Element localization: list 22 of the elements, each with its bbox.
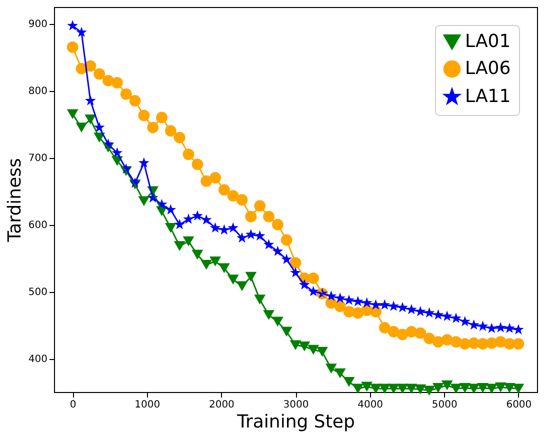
x-tick-label: 5000 — [432, 400, 458, 410]
y-tick-label: 800 — [28, 86, 48, 98]
y-tick-label: 700 — [28, 153, 48, 164]
y-tick-label: 400 — [28, 354, 48, 366]
point — [66, 41, 78, 53]
x-tick-label: 0 — [70, 400, 76, 410]
legend-label: LA06 — [465, 58, 511, 79]
point — [66, 109, 78, 120]
x-tick-label: 6000 — [506, 400, 532, 410]
legend-label: LA11 — [465, 86, 511, 107]
x-axis-title: Training Step — [236, 412, 355, 432]
x-tick-label: 3000 — [283, 400, 309, 410]
point — [512, 384, 524, 394]
y-tick-label: 900 — [28, 19, 48, 30]
legend-label: LA01 — [465, 31, 511, 52]
y-axis-title: Tardiness — [4, 158, 26, 243]
x-tick-label: 4000 — [358, 400, 384, 410]
point — [512, 338, 524, 350]
x-tick-label: 2000 — [208, 400, 234, 410]
y-tick-label: 500 — [28, 287, 48, 298]
x-tick-label: 1000 — [134, 400, 160, 410]
y-tick-label: 600 — [28, 220, 48, 232]
